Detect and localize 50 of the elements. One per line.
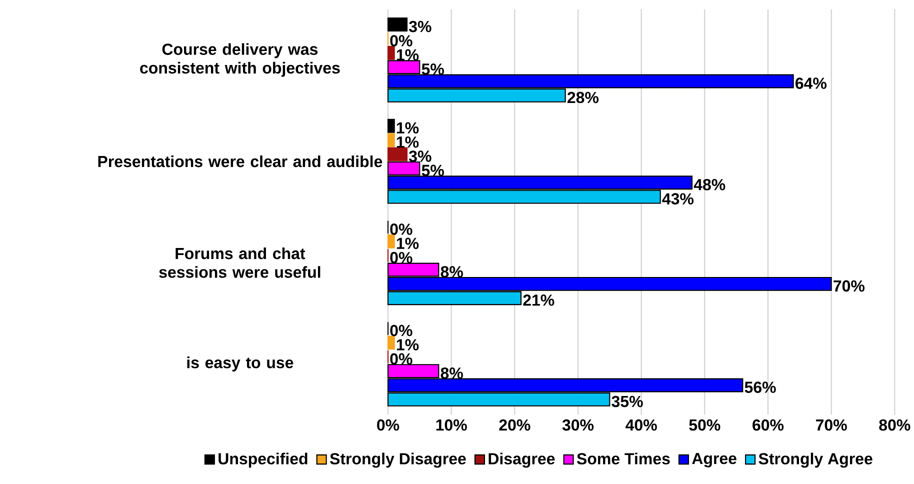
x-tick-label: 30% bbox=[562, 419, 594, 431]
data-label: 35% bbox=[612, 396, 643, 408]
legend-label: Agree bbox=[692, 452, 736, 468]
data-label: 1% bbox=[396, 49, 419, 61]
data-label: 21% bbox=[523, 294, 554, 306]
bar bbox=[387, 234, 395, 248]
data-label: 5% bbox=[422, 164, 444, 176]
legend-label: Disagree bbox=[488, 452, 555, 468]
data-label: 48% bbox=[694, 178, 726, 190]
y-tick-label: Course delivery was consistent with objectives bbox=[140, 43, 340, 77]
data-label: 8% bbox=[440, 266, 463, 278]
data-label: 1% bbox=[396, 339, 419, 350]
x-tick-label: 40% bbox=[626, 419, 657, 431]
bar bbox=[387, 118, 395, 133]
bar bbox=[387, 18, 408, 32]
data-label: 0% bbox=[390, 324, 412, 336]
data-label: 1% bbox=[396, 122, 419, 134]
data-label: 70% bbox=[834, 280, 865, 292]
x-tick-label: 0% bbox=[377, 419, 400, 431]
x-tick-label: 50% bbox=[689, 419, 720, 431]
legend-label: Strongly Disagree bbox=[330, 452, 466, 468]
data-label: 0% bbox=[390, 353, 412, 365]
bar bbox=[387, 336, 395, 350]
legend-label: Unspecified bbox=[218, 452, 308, 468]
x-tick-label: 10% bbox=[436, 419, 467, 431]
data-label: 1% bbox=[396, 136, 419, 148]
legend-label: Strongly Agree bbox=[758, 452, 872, 468]
data-label: 0% bbox=[390, 252, 412, 264]
data-label: 28% bbox=[567, 92, 599, 104]
x-tick-label: 20% bbox=[499, 419, 530, 431]
data-label: 64% bbox=[796, 78, 827, 89]
y-tick-label: Forums and chat sessions were useful bbox=[159, 247, 320, 278]
legend-label: Some Times bbox=[576, 452, 670, 464]
data-label: 1% bbox=[396, 238, 419, 250]
data-label: 43% bbox=[662, 193, 694, 205]
bar bbox=[387, 147, 408, 162]
bar bbox=[387, 46, 395, 60]
y-tick-label: is easy to use bbox=[187, 356, 294, 372]
data-label: 3% bbox=[408, 20, 432, 32]
x-tick-label: 80% bbox=[879, 419, 910, 431]
data-label: 0% bbox=[390, 35, 412, 46]
bar bbox=[387, 133, 395, 148]
data-label: 5% bbox=[422, 63, 444, 75]
y-tick-label: Presentations were clear and audible bbox=[98, 155, 382, 168]
x-tick-label: 60% bbox=[752, 419, 784, 431]
x-tick-label: 70% bbox=[816, 419, 847, 431]
data-label: 8% bbox=[440, 367, 463, 379]
data-label: 3% bbox=[408, 150, 432, 162]
data-label: 0% bbox=[390, 224, 412, 235]
data-label: 56% bbox=[744, 382, 776, 393]
